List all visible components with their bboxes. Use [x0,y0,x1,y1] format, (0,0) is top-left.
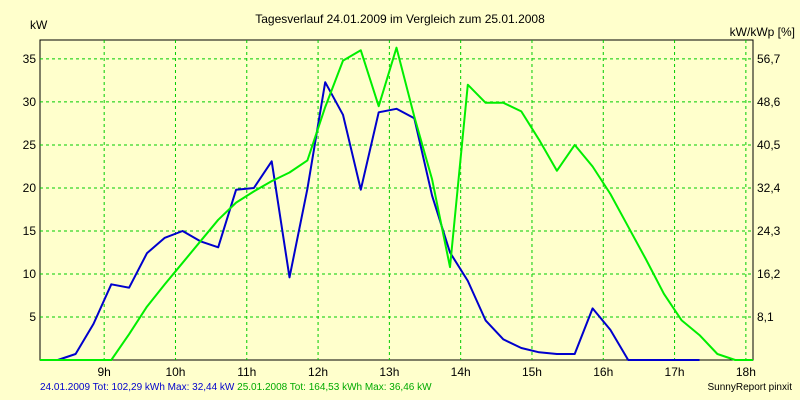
x-tick-label: 13h [379,365,399,379]
y2-tick-label: 16,2 [757,267,781,281]
x-tick-label: 11h [237,365,256,379]
y2-tick-label: 48,6 [757,95,781,109]
series-line-1 [40,81,700,361]
legend-series-1: 24.01.2009 Tot: 102,29 kWh Max: 32,44 kW [40,382,235,393]
series-layer [40,46,753,361]
y-tick-label: 15 [23,224,37,238]
legend-series-2: 25.01.2008 Tot: 164,53 kWh Max: 36,46 kW [237,382,432,393]
y-tick-label: 20 [23,181,37,195]
grid [40,40,753,360]
x-tick-label: 14h [451,365,471,379]
y-axis-label: kW [30,18,48,32]
y-tick-label: 10 [23,267,37,281]
plot-area [39,39,754,361]
y2-tick-label: 24,3 [757,224,781,238]
credit-text: SunnyReport pinxit [707,382,793,393]
legend-footer: 24.01.2009 Tot: 102,29 kWh Max: 32,44 kW… [40,382,432,393]
x-tick-label: 15h [522,365,542,379]
y-tick-label: 35 [23,52,37,66]
x-tick-label: 16h [593,365,613,379]
series-line-2 [40,46,753,361]
x-tick-label: 18h [736,365,756,379]
y-tick-label: 5 [29,310,36,324]
chart-title: Tagesverlauf 24.01.2009 im Vergleich zum… [255,12,545,26]
y2-tick-label: 8,1 [757,310,774,324]
y2-tick-label: 40,5 [757,138,781,152]
x-tick-label: 10h [165,365,185,379]
y2-axis-label: kW/kWp [%] [730,25,795,39]
tick-labels: 9h 10h 11h 12h 13h 14h 15h 16h 17h 18h 5 8,1 10 16,2 1… [23,52,781,379]
y-tick-label: 25 [23,138,37,152]
x-tick-label: 12h [308,365,328,379]
y2-tick-label: 32,4 [757,181,781,195]
x-tick-label: 17h [665,365,685,379]
y2-tick-label: 56,7 [757,52,781,66]
x-tick-label: 9h [97,365,110,379]
y-tick-label: 30 [23,95,37,109]
